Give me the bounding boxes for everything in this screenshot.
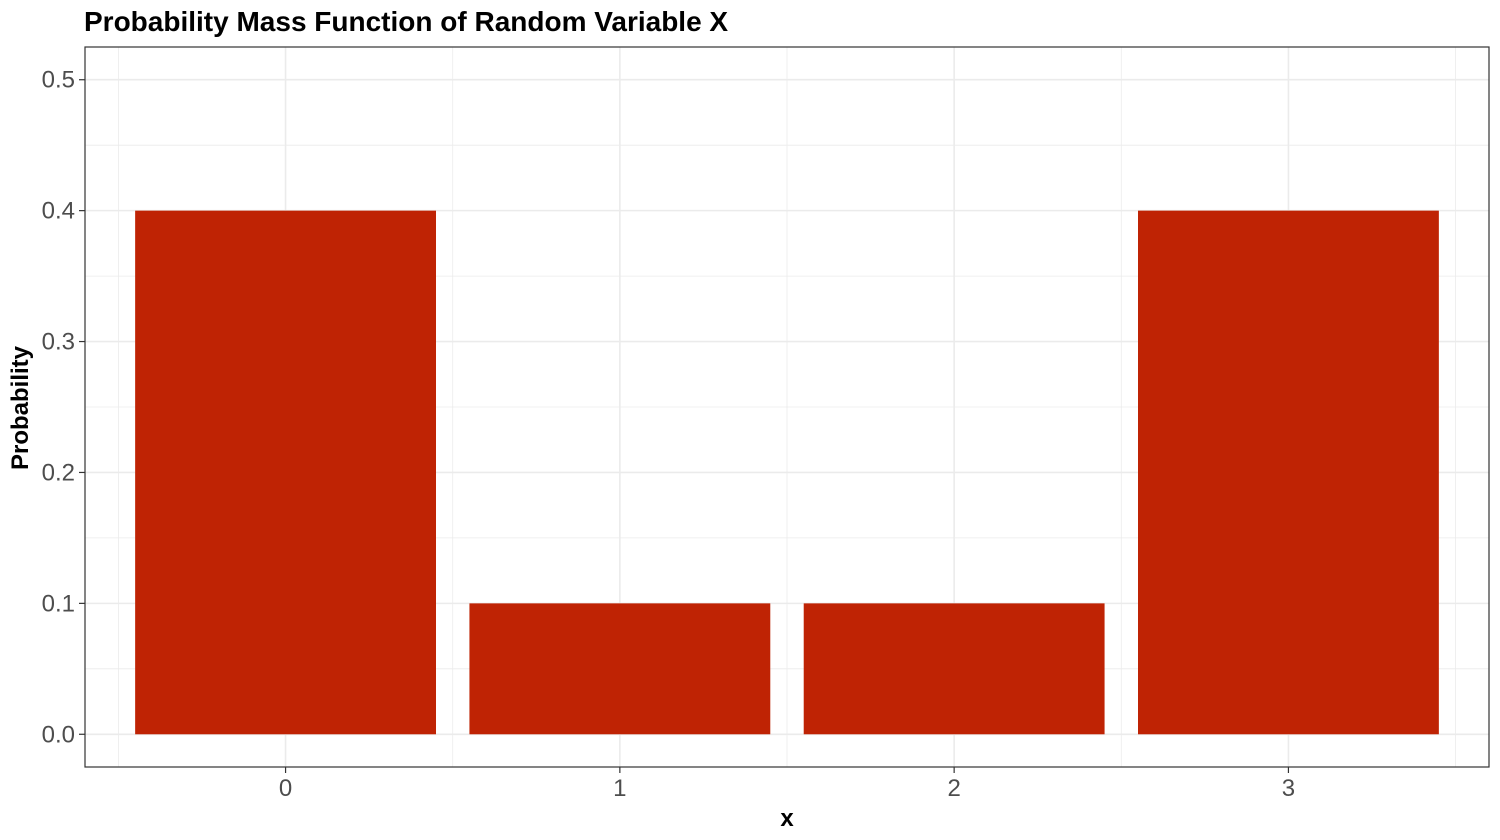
x-tick-label-0: 0 [279, 775, 292, 802]
y-tick-label: 0.2 [42, 459, 75, 486]
x-tick-label-1: 1 [613, 775, 626, 802]
chart-title: Probability Mass Function of Random Vari… [84, 6, 728, 37]
x-axis-title: x [780, 805, 794, 832]
bar-3 [1138, 210, 1439, 735]
y-tick-label: 0.0 [42, 721, 75, 748]
x-axis: 0 1 2 3 [279, 767, 1295, 802]
bar-2 [803, 603, 1105, 735]
y-axis: 0.0 0.1 0.2 0.3 0.4 0.5 [42, 67, 85, 748]
y-axis-title: Probability [7, 345, 34, 470]
x-tick-label-2: 2 [947, 775, 960, 802]
panel-border [84, 46, 1490, 768]
bars [135, 210, 1439, 735]
x-tick-label-3: 3 [1282, 775, 1295, 802]
bar-1 [469, 603, 771, 735]
y-tick-label: 0.1 [42, 590, 75, 617]
y-tick-label: 0.5 [42, 67, 75, 94]
y-tick-label: 0.3 [42, 329, 75, 356]
bar-0 [135, 210, 436, 735]
y-tick-label: 0.4 [42, 198, 75, 225]
